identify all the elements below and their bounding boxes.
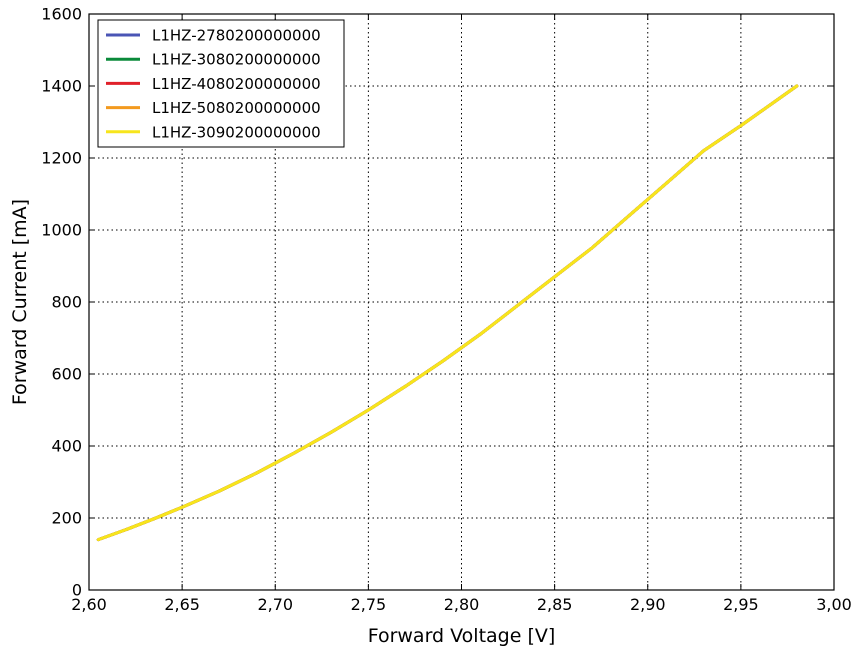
y-tick-label: 1000 (41, 221, 82, 240)
series-layer (96, 84, 799, 542)
x-tick-label: 2,60 (71, 595, 107, 614)
legend-label-4: L1HZ-5080200000000 (152, 99, 321, 117)
legend-label-1: L1HZ-2780200000000 (152, 27, 321, 45)
legend-label-5: L1HZ-3090200000000 (152, 123, 321, 141)
x-tick-label: 2,65 (164, 595, 200, 614)
legend: L1HZ-2780200000000 L1HZ-3080200000000 L1HZ… (97, 19, 345, 148)
x-tick-label: 2,95 (723, 595, 759, 614)
series-line-5 (96, 84, 799, 542)
y-tick-label: 1200 (41, 149, 82, 168)
x-tick-label: 2,70 (257, 595, 293, 614)
tick-layer: 2,60 2,65 2,70 2,75 2,80 2,85 2,90 2,95 3,00 0 200… (41, 5, 852, 615)
legend-label-2: L1HZ-3080200000000 (152, 51, 321, 69)
series-line-2 (96, 84, 799, 542)
x-tick-label: 2,90 (630, 595, 666, 614)
x-tick-label: 2,75 (351, 595, 387, 614)
legend-label-3: L1HZ-4080200000000 (152, 75, 321, 93)
y-tick-label: 200 (51, 509, 82, 528)
series-line-4 (96, 84, 799, 542)
x-axis-label: Forward Voltage [V] (368, 625, 556, 647)
y-tick-label: 800 (51, 293, 82, 312)
series-line-3 (96, 84, 799, 542)
y-tick-label: 600 (51, 365, 82, 384)
y-tick-label: 0 (72, 581, 82, 600)
series-line-1 (96, 84, 799, 542)
x-tick-label: 3,00 (816, 595, 852, 614)
x-tick-label: 2,80 (444, 595, 480, 614)
y-tick-label: 1400 (41, 77, 82, 96)
y-tick-label: 400 (51, 437, 82, 456)
y-tick-label: 1600 (41, 5, 82, 24)
y-axis-label: Forward Current [mA] (9, 199, 31, 405)
x-tick-label: 2,85 (537, 595, 573, 614)
